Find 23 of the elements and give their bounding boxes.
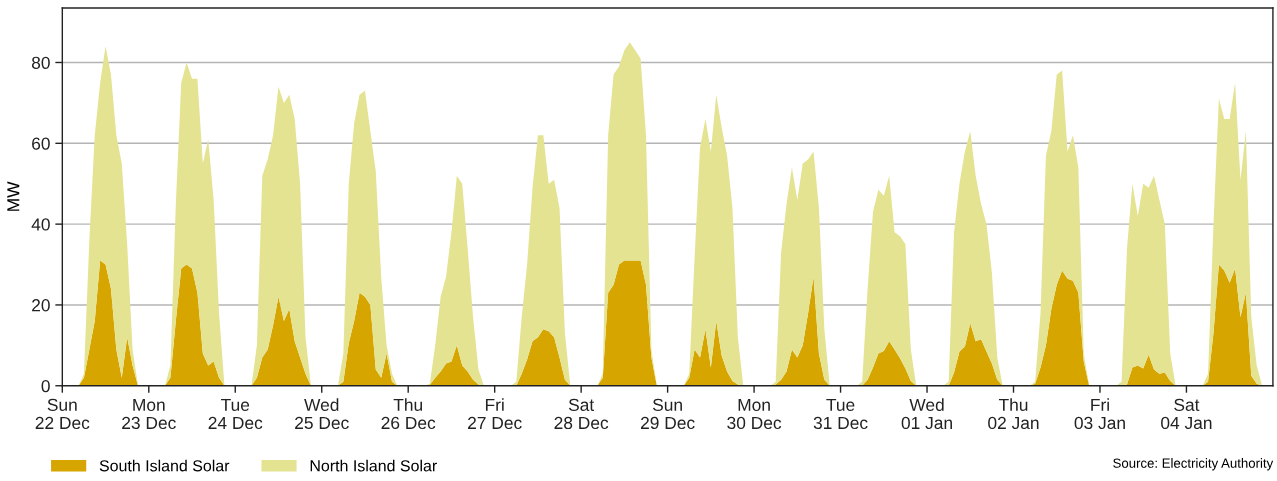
x-tick-label: Thu 26 Dec xyxy=(381,398,436,430)
x-tick-label: Sun 29 Dec xyxy=(640,398,695,430)
y-tick-label: 20 xyxy=(32,299,50,312)
y-tick-label: 60 xyxy=(32,137,50,150)
legend-label: South Island Solar xyxy=(99,459,230,472)
x-tick-label: Fri 27 Dec xyxy=(468,398,522,430)
y-tick-label: 0 xyxy=(41,379,50,393)
x-tick-label: Sat 28 Dec xyxy=(554,398,609,430)
x-tick-label: Thu 02 Jan xyxy=(988,398,1039,430)
y-tick-label: 80 xyxy=(31,56,50,69)
x-tick-label: Tue 24 Dec xyxy=(208,398,263,430)
source-note: Source: Electricity Authority xyxy=(1113,458,1274,471)
x-tick-label: Wed 25 Dec xyxy=(295,398,349,430)
y-axis-title: MW xyxy=(7,181,20,211)
x-tick-label: Fri 03 Jan xyxy=(1074,398,1125,430)
x-tick-label: Wed 01 Jan xyxy=(901,398,952,430)
y-tick-label: 40 xyxy=(31,218,50,231)
legend-label: North Island Solar xyxy=(310,459,437,472)
x-tick-label: Sun 22 Dec xyxy=(35,398,90,430)
x-tick-label: Mon 23 Dec xyxy=(122,398,176,430)
x-tick-label: Sat 04 Jan xyxy=(1161,398,1212,430)
x-tick-label: Mon 30 Dec xyxy=(727,398,782,430)
x-tick-label: Tue 31 Dec xyxy=(813,398,868,430)
